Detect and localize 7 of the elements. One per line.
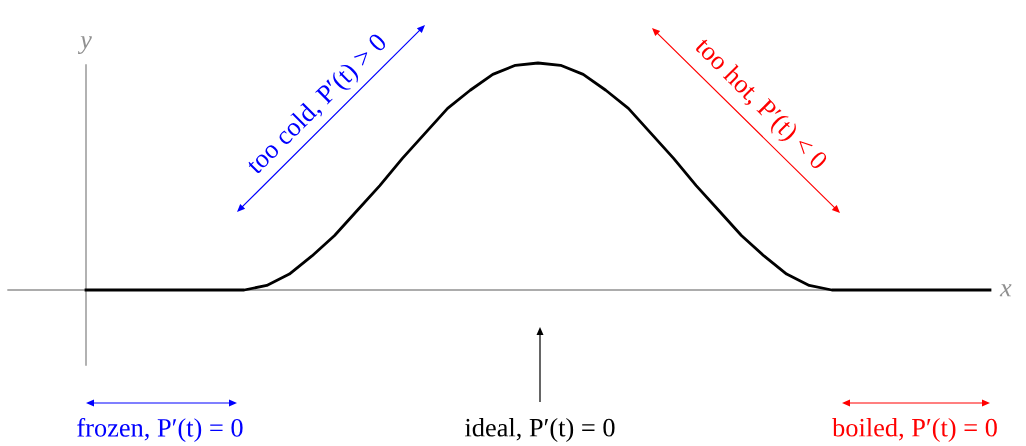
- text: ideal, P′(t) = 0: [465, 418, 615, 442]
- text: boiled, P′(t) = 0: [832, 418, 997, 442]
- annotation: too cold, P′(t) > 0: [244, 31, 392, 179]
- text: frozen, P′(t) = 0: [77, 417, 243, 443]
- y-axis-title: y: [77, 36, 92, 54]
- x-axis-title: x: [999, 284, 1012, 297]
- annotation: too hot, P′(t) < 0: [690, 35, 830, 175]
